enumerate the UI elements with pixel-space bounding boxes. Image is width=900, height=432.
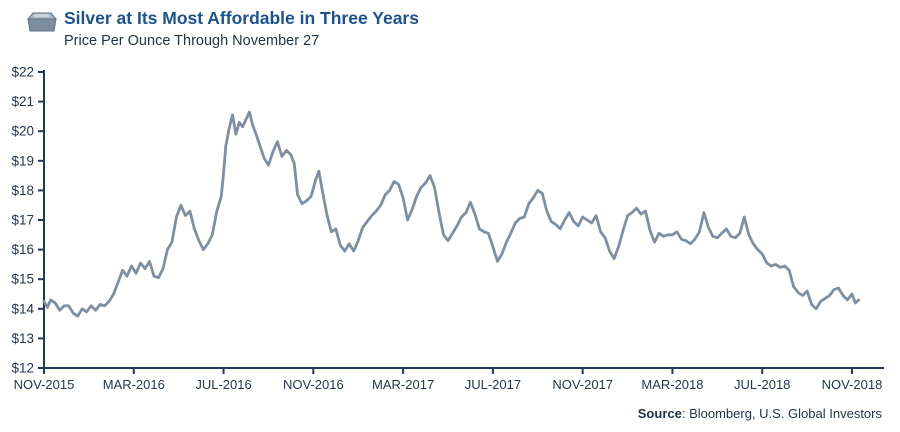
y-tick-label: $16 [11, 242, 34, 257]
source-text: : Bloomberg, U.S. Global Investors [681, 406, 882, 421]
x-tick-label: NOV-2016 [283, 377, 344, 392]
x-tick-label: MAR-2018 [641, 377, 703, 392]
y-tick-label: $14 [11, 301, 34, 316]
chart-title: Silver at Its Most Affordable in Three Y… [64, 8, 419, 28]
y-tick-label: $12 [11, 361, 34, 376]
x-tick-label: MAR-2017 [372, 377, 434, 392]
x-tick-label: JUL-2018 [734, 377, 790, 392]
y-tick-label: $21 [11, 94, 34, 109]
y-tick-label: $20 [11, 124, 34, 139]
y-tick-label: $13 [11, 331, 34, 346]
silver-price-line [42, 110, 861, 318]
source-attribution: Source: Bloomberg, U.S. Global Investors [638, 406, 882, 421]
y-tick-label: $19 [11, 153, 34, 168]
x-tick-label: MAR-2016 [103, 377, 165, 392]
x-tick-label: NOV-2018 [822, 377, 883, 392]
x-tick-label: JUL-2016 [195, 377, 251, 392]
silver-bar-icon [26, 12, 58, 32]
y-tick-label: $22 [11, 65, 34, 80]
y-tick-label: $15 [11, 272, 34, 287]
chart-header: Silver at Its Most Affordable in Three Y… [24, 8, 419, 49]
y-tick-label: $18 [11, 183, 34, 198]
chart-subtitle: Price Per Ounce Through November 27 [64, 32, 320, 49]
x-tick-label: JUL-2017 [465, 377, 521, 392]
x-tick-label: NOV-2015 [14, 377, 75, 392]
y-tick-label: $17 [11, 213, 34, 228]
x-tick-label: NOV-2017 [552, 377, 613, 392]
source-label: Source [637, 406, 682, 421]
chart-titles: Silver at Its Most Affordable in Three Y… [64, 8, 419, 49]
